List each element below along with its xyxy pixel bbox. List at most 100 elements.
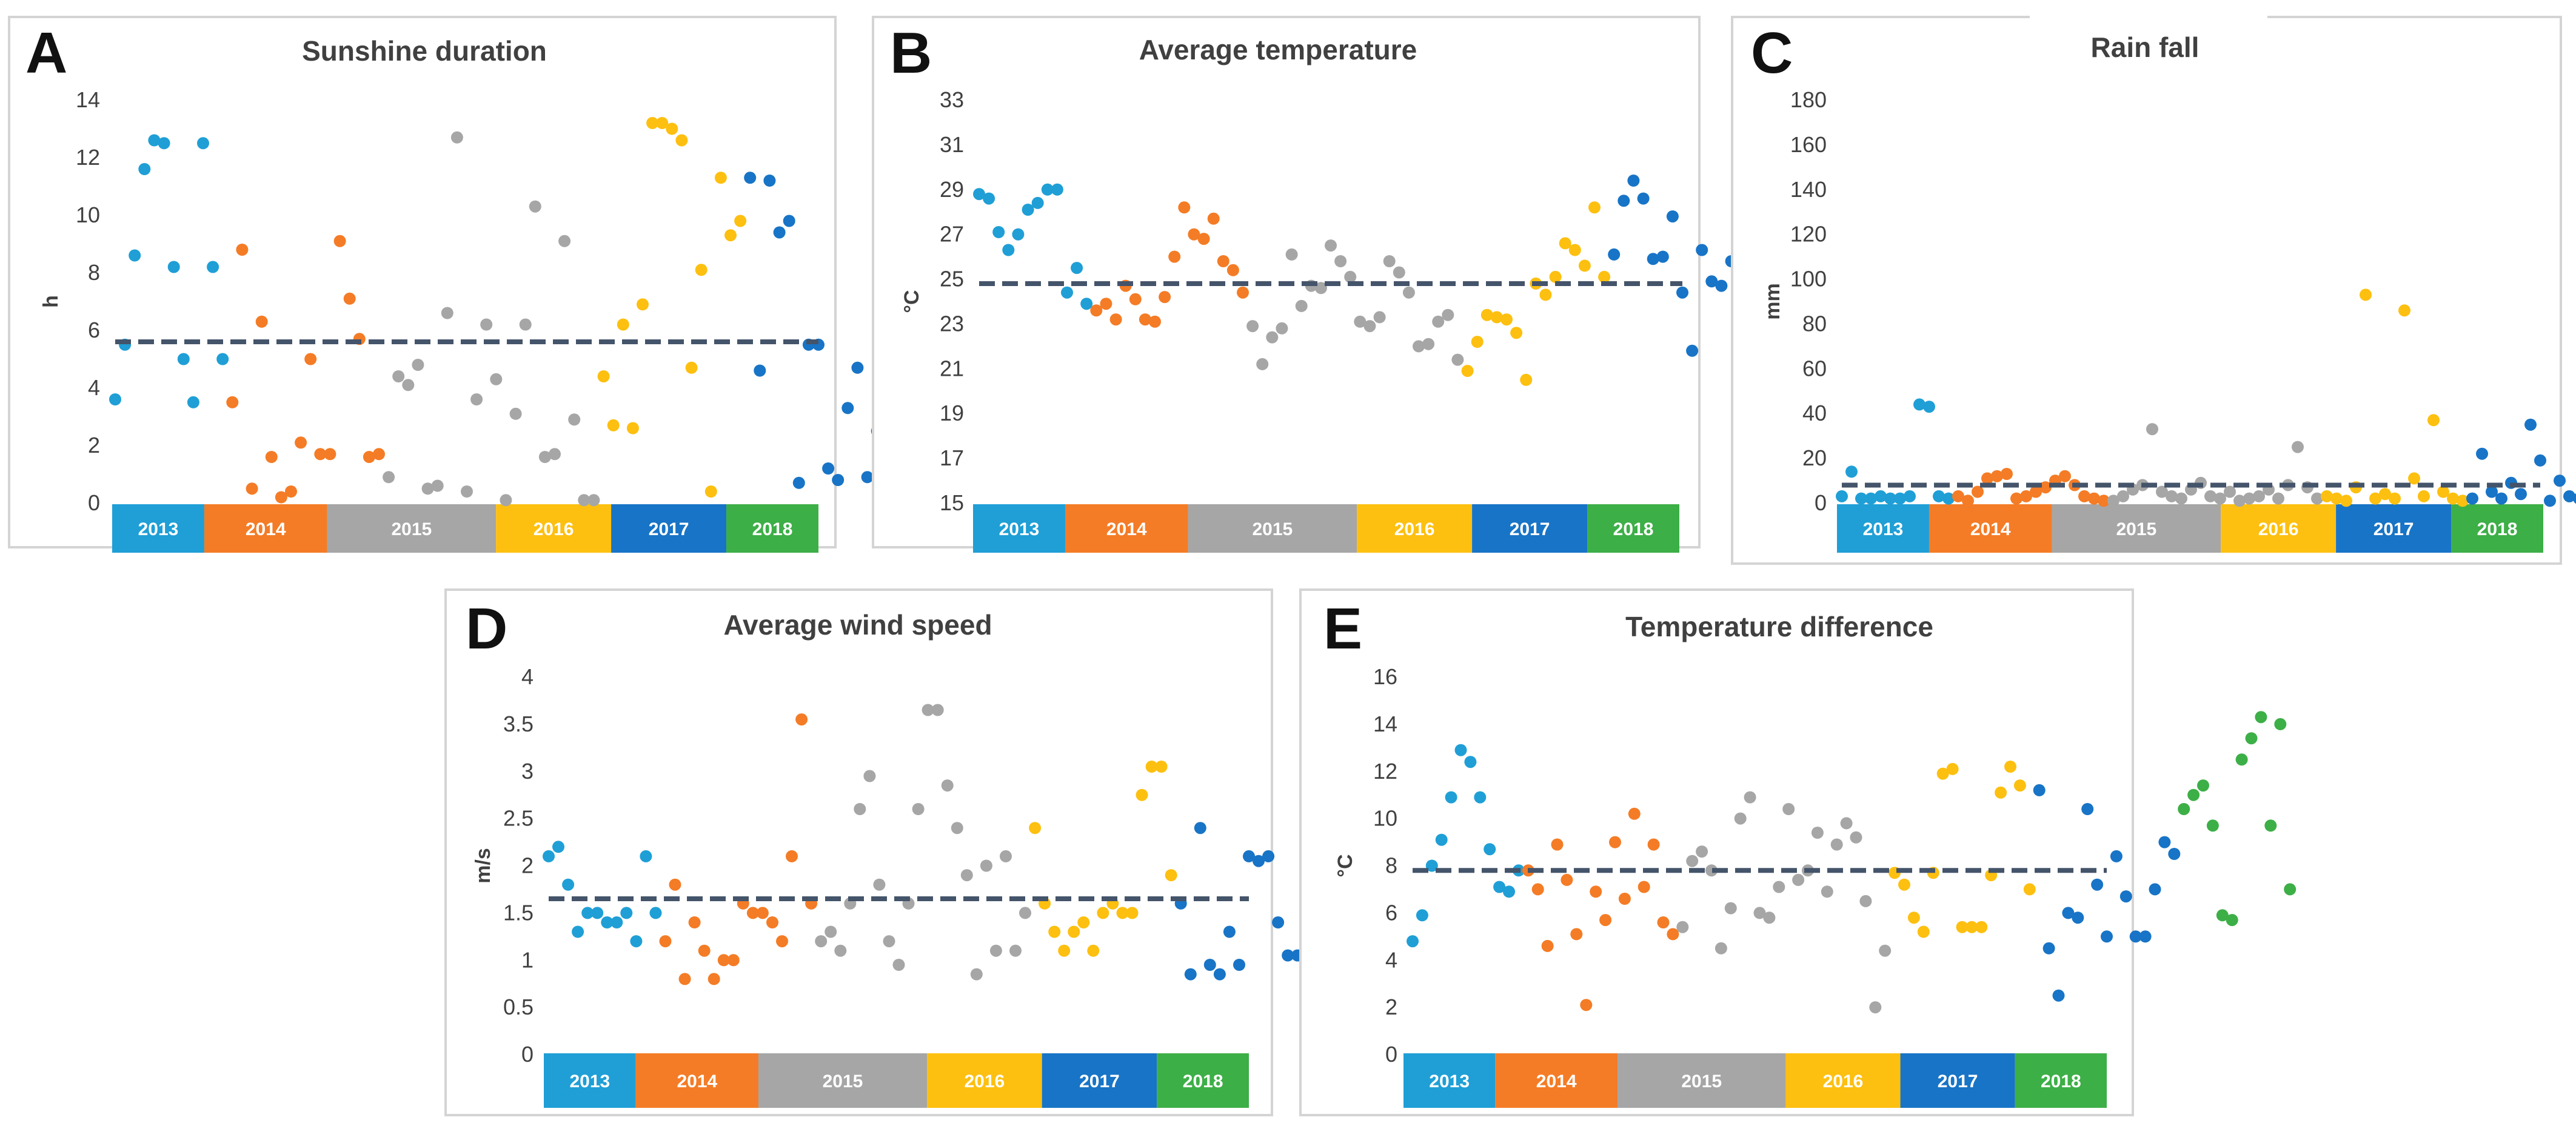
- y-tick-label: 3: [521, 759, 534, 784]
- year-band-label: 2014: [1106, 519, 1147, 539]
- data-point-2017: [773, 226, 786, 239]
- data-point-2017: [2072, 911, 2084, 924]
- y-tick-label: 0: [521, 1042, 534, 1067]
- data-point-2013: [1022, 204, 1034, 216]
- year-band-2017: [2336, 504, 2452, 553]
- data-point-2013: [1904, 490, 1916, 502]
- year-band-label: 2016: [2258, 519, 2299, 539]
- data-point-2013: [640, 850, 652, 862]
- y-tick-label: 27: [940, 222, 964, 247]
- data-point-2018: [2178, 803, 2190, 815]
- data-point-2016: [1917, 925, 1930, 938]
- data-point-2015: [2243, 492, 2255, 505]
- data-point-2015: [450, 131, 463, 144]
- year-band-2013: [1403, 1053, 1496, 1108]
- y-tick-label: 15: [940, 490, 964, 515]
- data-point-2013: [129, 249, 141, 262]
- data-point-2014: [1638, 881, 1650, 893]
- data-point-2017: [792, 476, 805, 489]
- year-band-2014: [635, 1053, 758, 1108]
- data-point-2015: [815, 935, 828, 948]
- year-band-label: 2014: [1970, 519, 2011, 539]
- year-band-2016: [2221, 504, 2337, 553]
- data-point-2013: [1865, 492, 1877, 505]
- data-point-2013: [1942, 492, 1955, 505]
- data-point-2015: [402, 379, 415, 392]
- data-point-2016: [724, 229, 737, 242]
- data-point-2014: [756, 907, 769, 919]
- data-point-2014: [2078, 490, 2090, 502]
- data-point-2017: [2042, 942, 2055, 955]
- data-point-2013: [1061, 286, 1073, 299]
- data-point-2013: [983, 192, 995, 205]
- data-point-2015: [412, 359, 424, 371]
- panel-a-letter: A: [25, 21, 67, 85]
- data-point-2016: [666, 122, 678, 135]
- year-band-2015: [1618, 1053, 1786, 1108]
- data-point-2016: [2013, 779, 2026, 792]
- data-point-2013: [1933, 490, 1945, 502]
- data-point-2014: [1178, 201, 1191, 214]
- data-point-2017: [2554, 475, 2566, 487]
- data-point-2014: [226, 396, 239, 408]
- panel-b-letter: B: [890, 21, 932, 85]
- data-point-2015: [931, 704, 944, 716]
- data-point-2015: [873, 878, 886, 891]
- data-point-2013: [649, 907, 662, 919]
- data-point-2015: [1325, 239, 1337, 252]
- data-point-2016: [1956, 921, 1969, 933]
- data-point-2013: [207, 261, 219, 273]
- data-point-2015: [1246, 320, 1259, 333]
- data-point-2017: [1253, 855, 1265, 867]
- data-point-2017: [1627, 175, 1640, 187]
- data-point-2013: [1493, 881, 1506, 893]
- year-band-label: 2013: [1863, 519, 1904, 539]
- data-point-2015: [441, 307, 453, 319]
- year-band-2018: [2015, 1053, 2107, 1108]
- data-point-2015: [1811, 827, 1824, 839]
- data-point-2017: [2573, 493, 2576, 504]
- data-point-2015: [2204, 490, 2216, 502]
- data-point-2015: [892, 959, 905, 971]
- data-point-2014: [1628, 807, 1641, 820]
- data-point-2016: [2369, 492, 2381, 505]
- data-point-2014: [1590, 885, 1602, 898]
- y-axis-label: h: [39, 295, 62, 308]
- data-point-2017: [1666, 210, 1679, 223]
- data-point-2016: [1995, 786, 2007, 799]
- data-point-2013: [187, 396, 199, 408]
- data-point-2017: [783, 215, 795, 227]
- year-band-label: 2015: [1681, 1071, 1722, 1091]
- data-point-2015: [825, 925, 837, 938]
- y-tick-label: 21: [940, 356, 964, 381]
- year-band-label: 2016: [965, 1071, 1005, 1091]
- data-point-2015: [1686, 855, 1699, 867]
- year-band-2015: [1188, 504, 1357, 553]
- data-point-2016: [2427, 414, 2440, 427]
- year-band-label: 2017: [1079, 1071, 1120, 1091]
- data-point-2016: [2437, 485, 2449, 498]
- data-point-2017: [2158, 836, 2171, 848]
- data-point-2016: [597, 370, 610, 382]
- data-point-2013: [216, 353, 229, 365]
- y-tick-label: 33: [940, 87, 964, 112]
- data-point-2014: [1618, 893, 1631, 905]
- y-tick-label: 4: [1385, 947, 1397, 972]
- data-point-2014: [246, 482, 258, 495]
- data-point-2014: [1188, 228, 1200, 241]
- year-band-2018: [1587, 504, 1679, 553]
- data-point-2014: [343, 292, 356, 305]
- data-point-2015: [2233, 495, 2246, 507]
- data-point-2013: [1503, 885, 1515, 898]
- year-band-label: 2017: [1510, 519, 1550, 539]
- data-point-2018: [2284, 883, 2297, 896]
- data-point-2015: [1715, 942, 1727, 955]
- data-point-2013: [1002, 244, 1015, 256]
- data-point-2017: [1715, 279, 1728, 292]
- data-point-2014: [2059, 470, 2071, 482]
- data-point-2016: [1568, 244, 1581, 256]
- data-point-2013: [197, 137, 209, 150]
- data-point-2014: [786, 850, 798, 862]
- data-point-2017: [1676, 286, 1688, 299]
- data-point-2013: [992, 226, 1005, 238]
